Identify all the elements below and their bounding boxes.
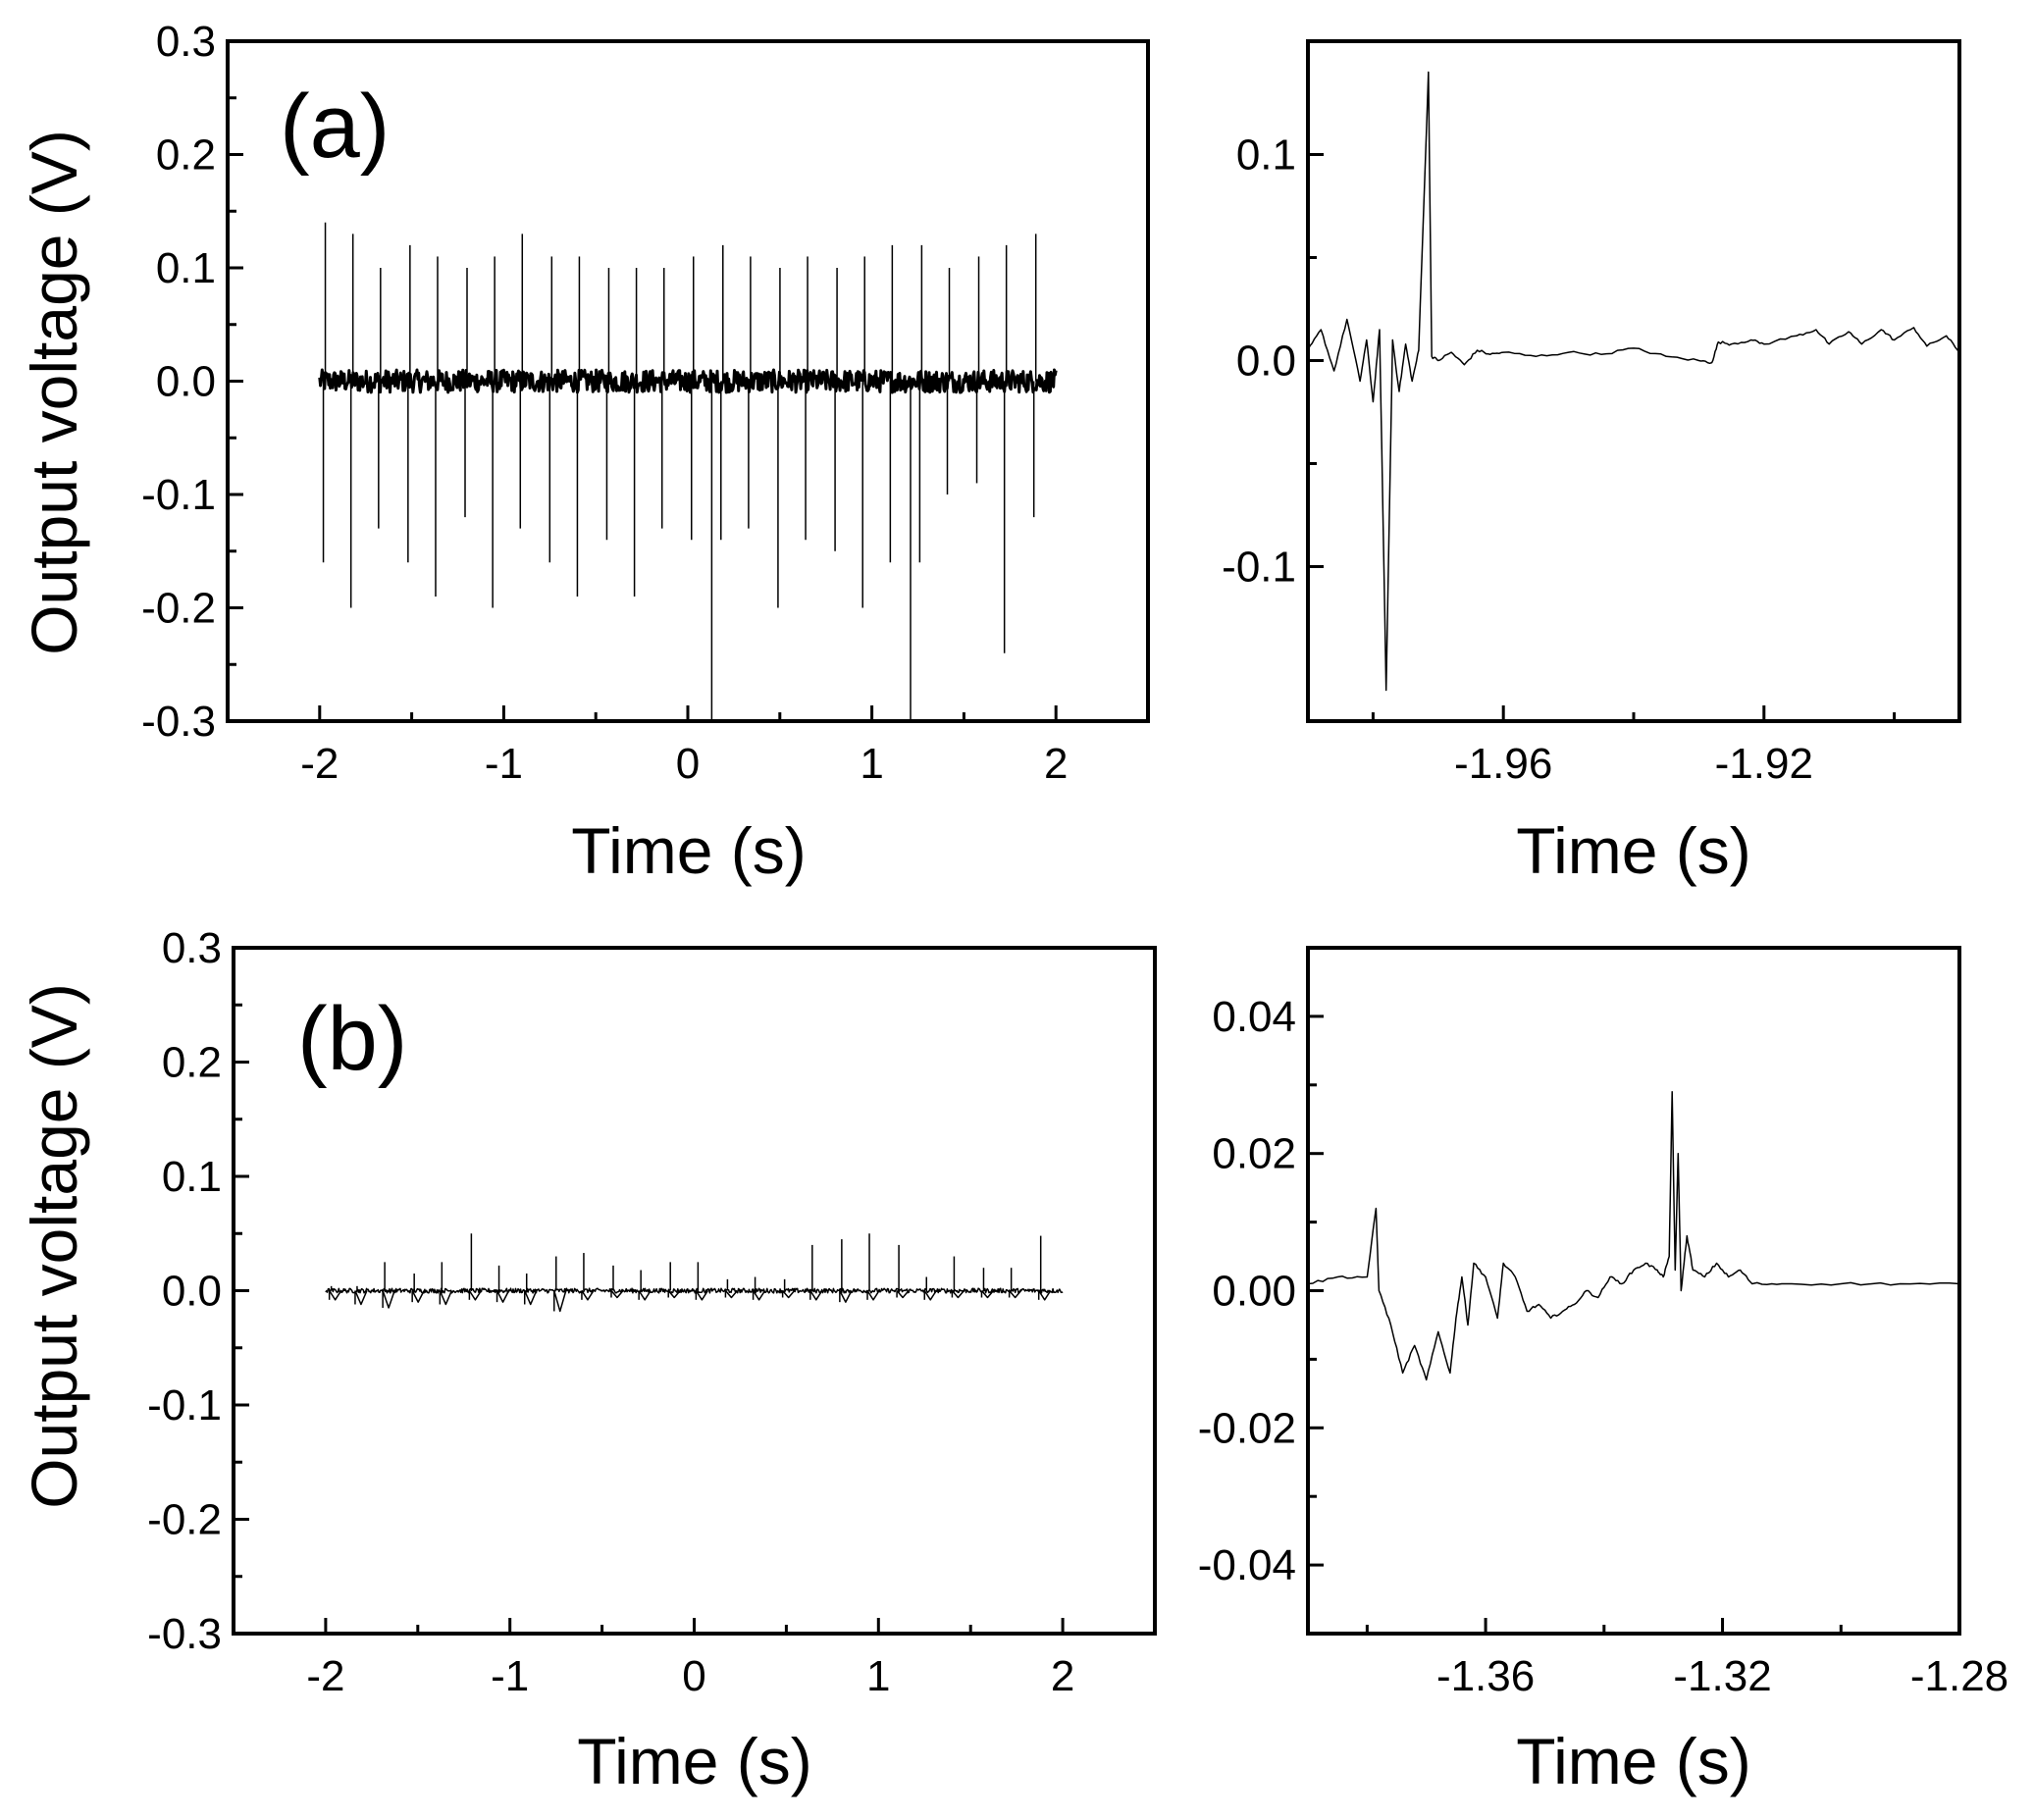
spike-ramp [667,1290,681,1299]
spike-ramp [923,1290,937,1301]
plot-frame [1306,946,1961,1636]
y-tick-label: -0.2 [147,1496,222,1544]
panel-label-b: (b) [297,989,407,1089]
x-tick-label: 1 [866,1652,890,1700]
panel-a-zoom: -0.1 0.0 0.1 -1.96 -1.92 Time (s) [1222,39,1961,887]
zoom-trace [1307,71,1960,692]
panel-a-full: -0.3 -0.2 -0.1 0.0 0.1 0.2 0.3 -2 -1 0 1 2 (a) Time… [141,18,1150,887]
spike-ramp [329,1290,342,1301]
spike-ramp [724,1290,738,1299]
spike-ramp [980,1290,995,1299]
y-tick-label: 0.02 [1212,1130,1296,1178]
x-tick-label: 1 [860,740,883,788]
y-tick-label: 0.2 [156,131,216,180]
spike-ramp [951,1290,965,1299]
spike-ramp [638,1290,652,1301]
baseline-trace [318,368,1058,394]
y-tick-label: 0.1 [156,244,216,292]
plot-frame [1306,39,1961,723]
spike-ramp [1009,1290,1022,1299]
plot-frame [226,39,1150,723]
x-tick-label: -2 [306,1652,344,1700]
x-axis-title: Time (s) [571,814,807,887]
zoom-trace [1307,1091,1960,1381]
y-tick-label: -0.1 [1222,544,1296,592]
x-tick-label: -1.32 [1673,1652,1771,1700]
spike-ramp [581,1290,595,1301]
x-tick-label: -1.92 [1715,740,1813,788]
x-tick-label: 0 [676,740,700,788]
spike-ramp [439,1290,453,1306]
y-tick-label: -0.04 [1198,1541,1296,1589]
spike-ramp [896,1290,910,1299]
panel-b-zoom: -0.04 -0.02 0.00 0.02 0.04 -1.36 -1.32 -1.28 Ti… [1198,946,2008,1797]
y-tick-label: 0.0 [162,1268,222,1316]
spike-ramp [354,1290,368,1306]
y-tick-label: -0.1 [147,1381,222,1430]
spike-ramp [809,1290,823,1301]
plot-frame [232,946,1157,1636]
y-tick-label: 0.1 [162,1153,222,1201]
baseline-trace [325,1287,1064,1294]
y-tick-label: 0.1 [1236,131,1296,180]
x-tick-label: -1.96 [1454,740,1552,788]
y-tick-label: -0.1 [141,471,216,519]
x-tick-label: -1.36 [1436,1652,1535,1700]
y-tick-label: 0.0 [1236,338,1296,386]
spike-ramp [524,1290,538,1306]
spike-ramp [610,1290,624,1299]
y-axis-title-a: Output voltage (V) [18,130,90,655]
spike-ramp [468,1290,483,1301]
x-axis-title: Time (s) [1516,1725,1751,1797]
y-tick-label: 0.3 [162,924,222,972]
y-tick-label: 0.04 [1212,993,1296,1041]
x-tick-label: -1.28 [1910,1652,2008,1700]
y-tick-label: 0.00 [1212,1268,1296,1316]
x-tick-label: -1 [485,740,523,788]
x-tick-label: -1 [491,1652,529,1700]
spike-ramp [1038,1290,1052,1301]
spike-ramp [495,1290,510,1303]
spike-ramp [839,1290,853,1303]
spike-ramp [553,1290,567,1313]
x-tick-label: -2 [300,740,339,788]
y-tick-label: -0.3 [147,1610,222,1658]
x-tick-label: 2 [1051,1652,1074,1700]
panel-label-a: (a) [280,77,390,177]
spike-ramp [752,1290,766,1301]
panel-b-full: -0.3 -0.2 -0.1 0.0 0.1 0.2 0.3 -2 -1 0 1 2 (b) Time… [147,924,1157,1797]
y-axis-title-b: Output voltage (V) [18,983,90,1509]
spike-ramp [411,1290,425,1303]
y-tick-label: 0.3 [156,18,216,66]
y-tick-label: 0.2 [162,1039,222,1087]
spike-ramp [695,1290,709,1301]
y-tick-label: -0.3 [141,698,216,746]
x-axis-title: Time (s) [577,1725,812,1797]
x-tick-label: 0 [682,1652,705,1700]
y-tick-label: -0.02 [1198,1404,1296,1452]
x-tick-label: 2 [1044,740,1068,788]
y-tick-label: -0.2 [141,585,216,633]
x-axis-title: Time (s) [1516,814,1751,887]
spike-ramp [866,1290,880,1301]
spike-ramp [782,1290,796,1299]
spike-ramp [382,1290,395,1309]
y-tick-label: 0.0 [156,358,216,406]
